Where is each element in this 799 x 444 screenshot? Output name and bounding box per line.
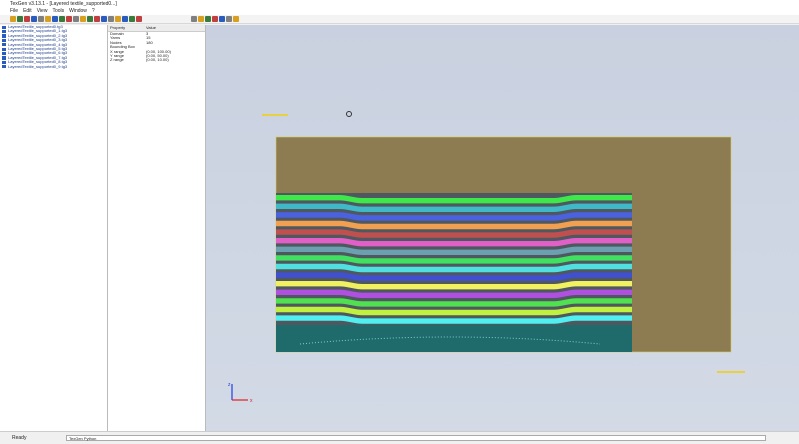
toolbar-icon[interactable] <box>129 16 135 22</box>
property-row: X range (0.00, 100.00) <box>108 50 205 54</box>
yarn <box>276 281 632 290</box>
3d-view: z x <box>206 25 799 431</box>
axis-label: x <box>250 398 253 404</box>
file-item[interactable]: LayeredTextile_supported0.tg3 <box>0 24 107 30</box>
property-value: (0.00, 100.00) <box>146 49 171 54</box>
property-row: Bounding Box <box>108 45 205 49</box>
toolbar <box>0 15 799 24</box>
yarn <box>276 195 632 204</box>
domain-label <box>717 371 745 373</box>
toolbar-icon[interactable] <box>66 16 72 22</box>
property-row: Z range (0.00, 10.00) <box>108 58 205 62</box>
python-input[interactable]: TexGen Python <box>66 435 766 441</box>
yarn <box>276 203 632 212</box>
yarn <box>276 212 632 221</box>
header-cell: Property <box>110 25 126 30</box>
toolbar-icon[interactable] <box>31 16 37 22</box>
file-item[interactable]: LayeredTextile_supported0_3.tg3 <box>0 37 107 43</box>
toolbar-icon[interactable] <box>52 16 58 22</box>
toolbar-icon[interactable] <box>122 16 128 22</box>
toolbar-icon[interactable] <box>73 16 79 22</box>
yarn <box>276 298 632 307</box>
toolbar-icon[interactable] <box>212 16 218 22</box>
yarn <box>276 315 632 324</box>
toolbar-icon[interactable] <box>233 16 239 22</box>
toolbar-icon[interactable] <box>80 16 86 22</box>
menu-item[interactable]: View <box>36 8 48 14</box>
title-bar: TexGen v3.13.1 - [Layered textile_suppor… <box>0 0 799 8</box>
toolbar-icon[interactable] <box>59 16 65 22</box>
yarn <box>276 246 632 255</box>
property-row: Nodes 180 <box>108 41 205 45</box>
file-item[interactable]: LayeredTextile_supported0_4.tg3 <box>0 42 107 47</box>
toolbar-icon[interactable] <box>24 16 30 22</box>
file-item[interactable]: LayeredTextile_supported0_6.tg3 <box>0 50 107 56</box>
toolbar-icon[interactable] <box>136 16 142 22</box>
toolbar-icon[interactable] <box>115 16 121 22</box>
property-key: Y range <box>110 53 124 58</box>
property-row: Domain 3 <box>108 32 205 36</box>
yarn <box>276 220 632 230</box>
domain-label <box>262 114 288 116</box>
toolbar-icon[interactable] <box>38 16 44 22</box>
yarn-layers <box>276 193 632 325</box>
property-panel: Property Value Domain 3 Yarns 15 Nodes 180 Bou… <box>108 25 206 431</box>
property-value: (0.00, 50.00) <box>146 53 169 58</box>
file-item[interactable]: LayeredTextile_supported0_5.tg3 <box>0 46 107 52</box>
menu-item[interactable]: ? <box>91 8 95 14</box>
status-bar: Ready TexGen Python <box>0 431 799 444</box>
file-item[interactable]: LayeredTextile_supported0_8.tg3 <box>0 59 107 65</box>
property-value: 15 <box>146 36 151 41</box>
property-key: X range <box>110 49 125 54</box>
property-value: 3 <box>146 32 149 36</box>
property-row: Yarns 15 <box>108 36 205 40</box>
cursor <box>346 111 352 117</box>
file-list: LayeredTextile_supported0.tg3 LayeredText… <box>0 24 108 431</box>
menu-item[interactable]: Window <box>69 8 87 14</box>
toolbar-icon[interactable] <box>219 16 225 22</box>
menu-item[interactable]: Tools <box>52 8 65 14</box>
menu-item[interactable]: File <box>10 8 19 14</box>
property-value: (0.00, 10.00) <box>146 58 169 63</box>
status-text: Ready <box>12 435 27 441</box>
property-row: Y range (0.00, 50.00) <box>108 54 205 58</box>
toolbar-icon[interactable] <box>17 16 23 22</box>
base-nodes <box>299 336 601 345</box>
yarn <box>276 289 632 298</box>
menu-item[interactable]: Edit <box>23 8 32 14</box>
menu-bar: File Edit View Tools Window? <box>0 8 799 15</box>
property-key: Domain <box>110 32 124 36</box>
toolbar-icon[interactable] <box>198 16 204 22</box>
toolbar-icon[interactable] <box>94 16 100 22</box>
file-item[interactable]: LayeredTextile_supported0_7.tg3 <box>0 55 107 60</box>
base-layer <box>276 325 632 352</box>
file-item[interactable]: LayeredTextile_supported0_9.tg3 <box>0 64 107 69</box>
property-key: Bounding Box <box>110 45 135 50</box>
toolbar-icon[interactable] <box>45 16 51 22</box>
property-key: Z range <box>110 58 124 63</box>
toolbar-icon[interactable] <box>226 16 232 22</box>
toolbar-icon[interactable] <box>191 16 197 22</box>
toolbar-icon[interactable] <box>87 16 93 22</box>
file-item[interactable]: LayeredTextile_supported0_1.tg3 <box>0 28 107 34</box>
yarn <box>276 238 632 247</box>
axis-label: z <box>228 382 231 388</box>
yarn <box>276 263 632 273</box>
yarn <box>276 272 632 281</box>
property-key: Yarns <box>110 36 121 41</box>
toolbar-icon[interactable] <box>108 16 114 22</box>
header-cell: Value <box>146 25 156 30</box>
property-value: 180 <box>146 40 153 45</box>
property-header: Property Value <box>108 25 205 32</box>
yarn <box>276 306 632 316</box>
yarn <box>276 255 632 264</box>
property-key: Nodes <box>110 40 122 45</box>
window-title: TexGen v3.13.1 - [Layered textile_suppor… <box>10 1 117 7</box>
toolbar-icon[interactable] <box>10 16 16 22</box>
yarn <box>276 229 632 238</box>
toolbar-icon[interactable] <box>101 16 107 22</box>
toolbar-icon[interactable] <box>205 16 211 22</box>
file-item[interactable]: LayeredTextile_supported0_2.tg3 <box>0 33 107 38</box>
